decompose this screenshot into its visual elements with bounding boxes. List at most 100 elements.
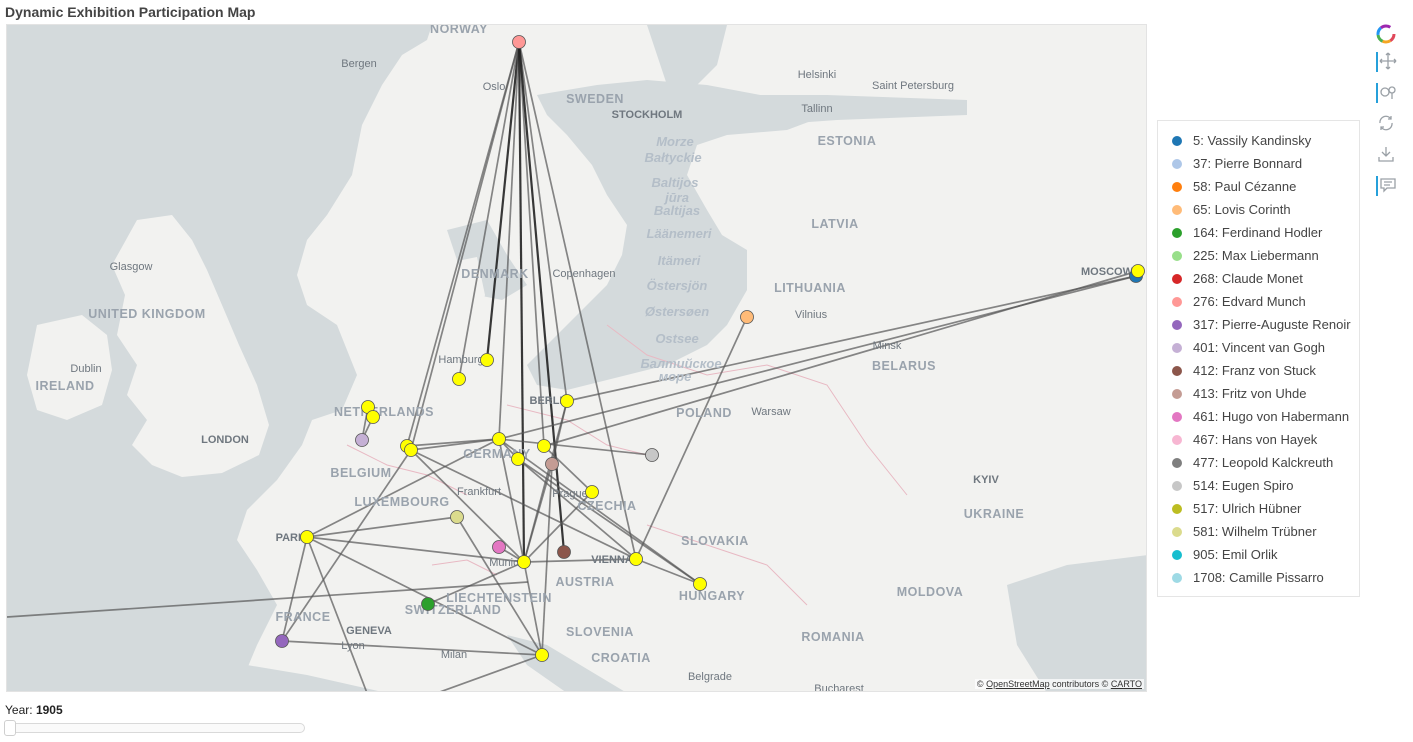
year-slider-handle[interactable] [4, 720, 16, 736]
legend-label: 225: Max Liebermann [1193, 248, 1319, 263]
pan-icon[interactable] [1376, 52, 1398, 72]
legend-marker [1172, 435, 1182, 445]
exhibition-marker[interactable] [557, 545, 571, 559]
wheel-zoom-icon[interactable] [1376, 83, 1398, 103]
legend-label: 517: Ulrich Hübner [1193, 501, 1302, 516]
legend-marker [1172, 481, 1182, 491]
exhibition-marker[interactable] [512, 35, 526, 49]
connection-line [541, 463, 553, 656]
legend-marker [1172, 527, 1182, 537]
connection-line [523, 561, 543, 656]
city-label: Bucharest [814, 683, 864, 692]
city-label: Bergen [341, 58, 376, 70]
legend-marker [1172, 274, 1182, 284]
country-label: IRELAND [35, 379, 94, 393]
city-label: Belgrade [688, 671, 732, 683]
exhibition-marker[interactable] [452, 372, 466, 386]
exhibition-marker[interactable] [545, 457, 559, 471]
connection-line [517, 458, 637, 560]
legend-marker [1172, 366, 1182, 376]
city-label: Warsaw [751, 406, 790, 418]
city-label: Helsinki [798, 69, 837, 81]
exhibition-marker[interactable] [740, 310, 754, 324]
exhibition-marker[interactable] [645, 448, 659, 462]
city-label: KYIV [973, 474, 999, 486]
connection-line [485, 41, 521, 361]
country-label: LITHUANIA [774, 281, 846, 295]
country-label: MOLDOVA [897, 585, 963, 599]
exhibition-marker[interactable] [517, 555, 531, 569]
exhibition-marker[interactable] [366, 410, 380, 424]
carto-link[interactable]: CARTO [1110, 679, 1142, 689]
map-attribution: © OpenStreetMap contributors © CARTO [974, 679, 1144, 689]
hover-icon[interactable] [1376, 176, 1398, 196]
year-slider[interactable] [4, 720, 305, 736]
connection-line [281, 640, 543, 656]
exhibition-marker[interactable] [355, 433, 369, 447]
city-label: Munich [489, 557, 524, 569]
city-label: Copenhagen [552, 268, 615, 280]
connection-line [498, 41, 520, 440]
legend-marker [1172, 320, 1182, 330]
plotly-logo-icon[interactable] [1376, 24, 1396, 44]
sea-label: море [659, 369, 692, 384]
exhibition-marker[interactable] [450, 510, 464, 524]
country-label: AUSTRIA [555, 575, 614, 589]
legend-label: 276: Edvard Munch [1193, 294, 1306, 309]
country-label: HUNGARY [679, 589, 745, 603]
connection-line [517, 458, 701, 585]
country-label: SLOVENIA [566, 625, 634, 639]
legend-label: 37: Pierre Bonnard [1193, 156, 1303, 171]
exhibition-marker[interactable] [492, 432, 506, 446]
exhibition-marker[interactable] [537, 439, 551, 453]
legend-label: 317: Pierre-Auguste Renoir [1193, 317, 1351, 332]
city-label: Vilnius [795, 309, 828, 321]
sea-label: Bałtyckie [644, 150, 701, 165]
exhibition-marker[interactable] [535, 648, 549, 662]
country-label: BELARUS [872, 359, 936, 373]
city-label: Saint Petersburg [872, 80, 954, 92]
sea-label: Балтийское [640, 356, 721, 371]
connection-line [523, 491, 593, 563]
exhibition-marker[interactable] [511, 452, 525, 466]
exhibition-marker[interactable] [492, 540, 506, 554]
exhibition-marker[interactable] [300, 530, 314, 544]
connection-line [458, 41, 520, 380]
legend-label: 268: Claude Monet [1193, 271, 1303, 286]
country-label: SLOVAKIA [681, 534, 749, 548]
connection-lines [7, 41, 1139, 691]
country-label: SWEDEN [566, 92, 624, 106]
connection-line [551, 400, 568, 465]
basemap: NORWAY SWEDEN ESTONIA LATVIA LITHUANIA DENMAR… [7, 25, 1146, 692]
connection-line [281, 449, 412, 642]
exhibition-marker[interactable] [693, 577, 707, 591]
exhibition-marker[interactable] [629, 552, 643, 566]
legend-label: 412: Franz von Stuck [1193, 363, 1316, 378]
exhibition-marker[interactable] [275, 634, 289, 648]
sea-label: Läänemeri [646, 226, 711, 241]
exhibition-marker[interactable] [404, 443, 418, 457]
country-label: ROMANIA [801, 630, 864, 644]
exhibition-marker[interactable] [585, 485, 599, 499]
legend-label: 413: Fritz von Uhde [1193, 386, 1307, 401]
country-label: LIECHTENSTEIN [446, 591, 552, 605]
map-canvas[interactable]: NORWAY SWEDEN ESTONIA LATVIA LITHUANIA DENMAR… [6, 24, 1147, 692]
city-label: Prague [552, 488, 587, 500]
connection-line [406, 445, 525, 563]
legend-label: 401: Vincent van Gogh [1193, 340, 1326, 355]
osm-link[interactable]: OpenStreetMap [986, 679, 1050, 689]
connection-line [518, 41, 568, 402]
exhibition-marker[interactable] [560, 394, 574, 408]
exhibition-marker[interactable] [421, 597, 435, 611]
country-label: DENMARK [461, 267, 528, 281]
city-label: Minsk [873, 340, 902, 352]
legend-marker [1172, 504, 1182, 514]
exhibition-marker[interactable] [480, 353, 494, 367]
exhibition-marker[interactable] [1131, 264, 1145, 278]
connection-line [281, 536, 308, 642]
legend: 5: Vassily Kandinsky 37: Pierre Bonnard 58… [1157, 120, 1360, 597]
sea-label: Baltijos [652, 175, 699, 190]
reset-icon[interactable] [1376, 114, 1396, 134]
legend-label: 905: Emil Orlik [1193, 547, 1278, 562]
save-icon[interactable] [1376, 145, 1396, 165]
